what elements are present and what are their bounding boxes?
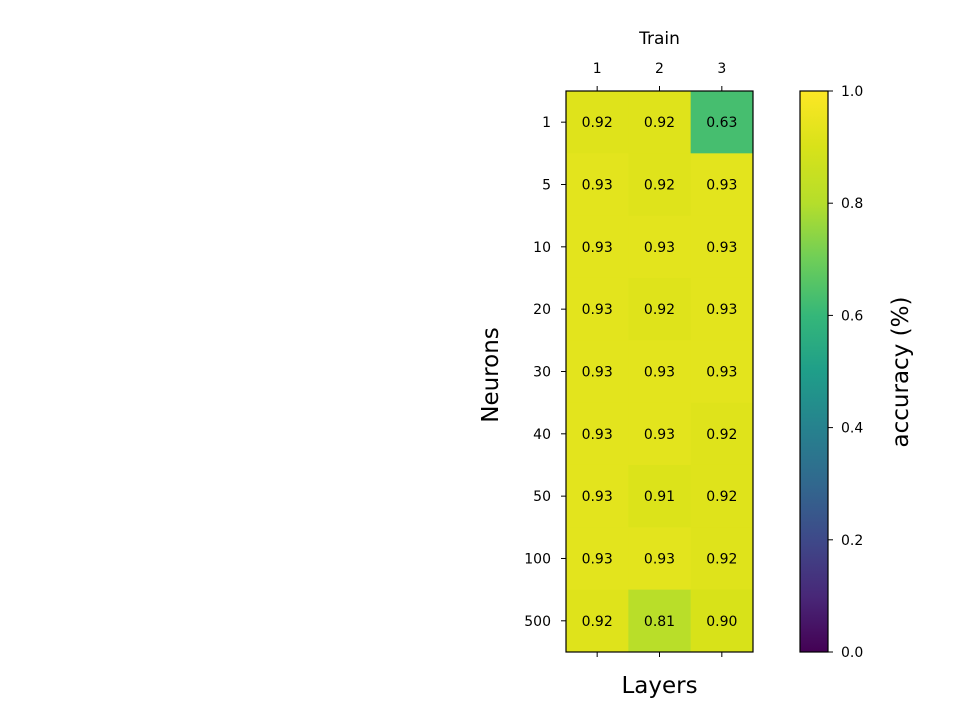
colorbar-tick-label: 0.6 <box>841 308 863 324</box>
cell-value-label: 0.93 <box>706 302 737 318</box>
chart-title: Train <box>638 29 680 49</box>
cell-value-label: 0.92 <box>706 427 737 443</box>
heatmap-cells <box>566 91 754 653</box>
heatmap-cell <box>690 402 754 466</box>
heatmap-cell <box>566 340 629 404</box>
heatmap-cell <box>566 215 629 279</box>
colorbar-tick-label: 0.8 <box>841 196 863 212</box>
y-tick-label: 50 <box>533 489 551 505</box>
x-axis-ticks: 1 2 3 <box>593 61 726 657</box>
heatmap-cell <box>628 527 692 591</box>
y-tick-label: 40 <box>533 427 551 443</box>
y-axis-title: Neurons <box>478 327 504 423</box>
cell-value-label: 0.93 <box>644 364 675 380</box>
heatmap-cell <box>690 340 754 404</box>
heatmap-cell <box>690 277 754 341</box>
y-axis-ticks: 1 5 10 20 30 40 50 100 500 <box>524 115 566 630</box>
heatmap-cell <box>566 91 629 154</box>
cell-value-label: 0.93 <box>582 427 613 443</box>
colorbar-ticks: 0.0 0.2 0.4 0.6 0.8 1.0 <box>828 84 863 661</box>
heatmap-cell-labels: 0.92 0.92 0.63 0.93 0.92 0.93 0.93 0.93 0.93 0.93… <box>582 115 738 630</box>
x-tick-label: 3 <box>717 61 726 77</box>
colorbar-tick-label: 0.4 <box>841 421 863 437</box>
cell-value-label: 0.93 <box>582 489 613 505</box>
cell-value-label: 0.93 <box>706 177 737 193</box>
y-tick-label: 5 <box>542 177 551 193</box>
cell-value-label: 0.63 <box>706 115 737 131</box>
colorbar <box>799 90 829 653</box>
cell-value-label: 0.92 <box>706 551 737 567</box>
heatmap-cell <box>628 340 692 404</box>
heatmap-cell <box>628 589 692 653</box>
cell-value-label: 0.93 <box>644 427 675 443</box>
y-tick-label: 10 <box>533 240 551 256</box>
y-tick-label: 20 <box>533 302 551 318</box>
cell-value-label: 0.92 <box>644 115 675 131</box>
colorbar-tick-label: 0.0 <box>841 645 863 661</box>
heatmap-cell <box>690 91 754 154</box>
heatmap-cell <box>690 527 754 591</box>
cell-value-label: 0.90 <box>706 614 737 630</box>
cell-value-label: 0.81 <box>644 614 675 630</box>
heatmap-cell <box>690 215 754 279</box>
x-tick-label: 1 <box>593 61 602 77</box>
heatmap-cell <box>690 153 754 217</box>
heatmap-cell <box>566 464 629 528</box>
heatmap-cell <box>628 91 692 154</box>
heatmap-cell <box>690 464 754 528</box>
cell-value-label: 0.93 <box>582 551 613 567</box>
cell-value-label: 0.92 <box>706 489 737 505</box>
y-tick-label: 30 <box>533 364 551 380</box>
x-axis-title: Layers <box>621 673 697 699</box>
colorbar-title: accuracy (%) <box>888 297 914 448</box>
heatmap-cell <box>690 589 754 653</box>
cell-value-label: 0.93 <box>644 551 675 567</box>
cell-value-label: 0.93 <box>582 302 613 318</box>
cell-value-label: 0.92 <box>582 115 613 131</box>
heatmap-cell <box>566 277 629 341</box>
colorbar-tick-label: 0.2 <box>841 533 863 549</box>
cell-value-label: 0.93 <box>582 240 613 256</box>
colorbar-tick-label: 1.0 <box>841 84 863 100</box>
heatmap-cell <box>628 277 692 341</box>
y-tick-label: 1 <box>542 115 551 131</box>
cell-value-label: 0.92 <box>644 302 675 318</box>
cell-value-label: 0.92 <box>582 614 613 630</box>
cell-value-label: 0.93 <box>644 240 675 256</box>
heatmap-cell <box>566 153 629 217</box>
heatmap-cell <box>628 153 692 217</box>
y-tick-label: 100 <box>524 551 551 567</box>
heatmap-cell <box>628 464 692 528</box>
x-tick-label: 2 <box>655 61 664 77</box>
heatmap-cell <box>628 402 692 466</box>
cell-value-label: 0.91 <box>644 489 675 505</box>
heatmap-cell <box>566 402 629 466</box>
cell-value-label: 0.92 <box>644 177 675 193</box>
cell-value-label: 0.93 <box>706 364 737 380</box>
cell-value-label: 0.93 <box>582 177 613 193</box>
heatmap-cell <box>566 589 629 653</box>
heatmap-cell <box>628 215 692 279</box>
heatmap-cell <box>566 527 629 591</box>
cell-value-label: 0.93 <box>582 364 613 380</box>
cell-value-label: 0.93 <box>706 240 737 256</box>
y-tick-label: 500 <box>524 614 551 630</box>
